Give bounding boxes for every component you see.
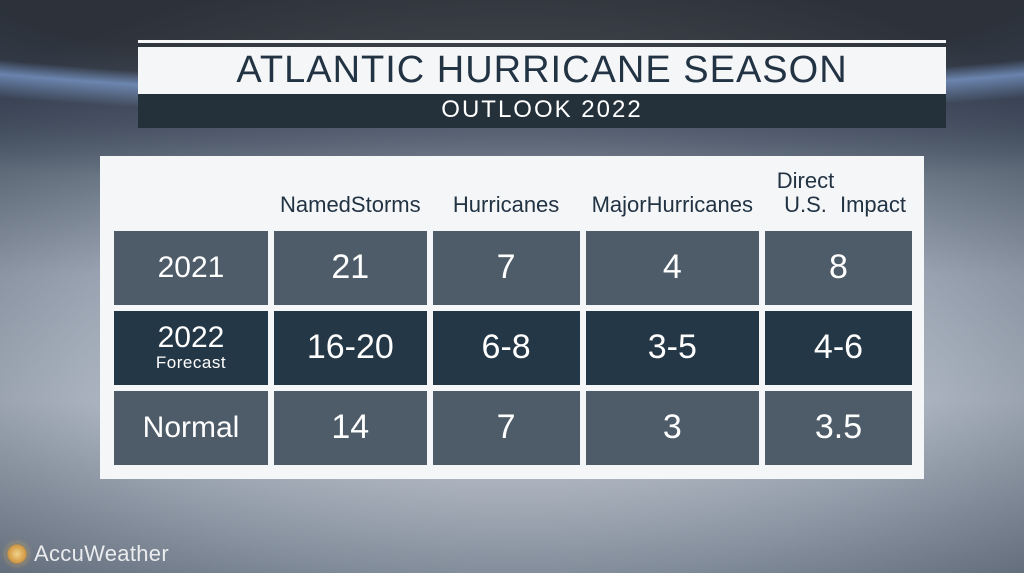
row-label: 2022Forecast [114,311,268,385]
column-header: Direct U.S.Impact [765,165,912,225]
subtitle-bar: OUTLOOK 2022 [138,94,946,128]
header-rule-top [138,40,946,43]
table-cell: 3-5 [586,311,759,385]
column-header: NamedStorms [274,165,427,225]
sun-icon [6,543,28,565]
table-cell: 6-8 [433,311,580,385]
column-header: Hurricanes [433,165,580,225]
header-block: ATLANTIC HURRICANE SEASON OUTLOOK 2022 [138,40,946,128]
table-cell: 8 [765,231,912,305]
table-cell: 3 [586,391,759,465]
table-cell: 3.5 [765,391,912,465]
column-header: MajorHurricanes [586,165,759,225]
table-cell: 7 [433,231,580,305]
table-cell: 14 [274,391,427,465]
table-cell: 16-20 [274,311,427,385]
table-cell: 21 [274,231,427,305]
watermark-text: AccuWeather [34,541,169,567]
table-corner [114,165,268,225]
forecast-table-panel: NamedStormsHurricanesMajorHurricanesDire… [100,156,924,479]
row-label: 2021 [114,231,268,305]
forecast-table: NamedStormsHurricanesMajorHurricanesDire… [114,165,912,465]
table-cell: 4 [586,231,759,305]
row-label: Normal [114,391,268,465]
infographic-stage: ATLANTIC HURRICANE SEASON OUTLOOK 2022 N… [0,0,1024,573]
watermark: AccuWeather [6,541,169,567]
table-cell: 7 [433,391,580,465]
title-bar: ATLANTIC HURRICANE SEASON [138,47,946,94]
table-cell: 4-6 [765,311,912,385]
